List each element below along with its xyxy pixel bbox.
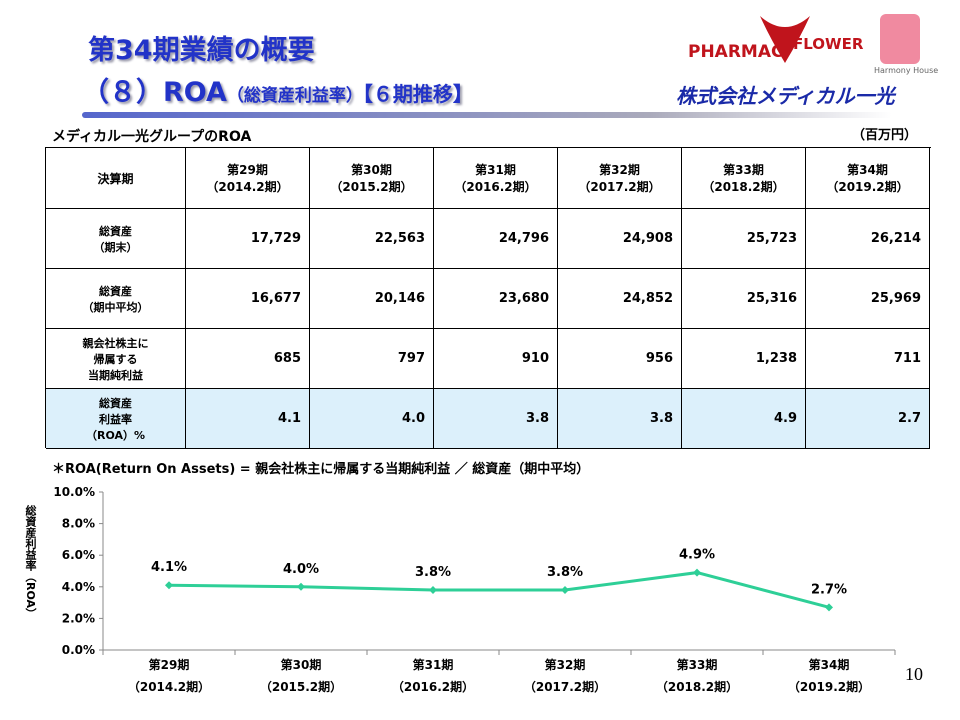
logo-hh: Harmony House bbox=[874, 66, 939, 75]
table-cell: 16,677 bbox=[186, 269, 310, 329]
point bbox=[165, 581, 173, 590]
table-unit: （百万円） bbox=[852, 128, 918, 143]
footnote: ＊ROA(Return On Assets) = 親会社株主に帰属する当期純利益… bbox=[52, 462, 590, 477]
table-cell: 23,680 bbox=[434, 269, 558, 329]
point bbox=[825, 603, 833, 612]
line bbox=[168, 571, 830, 609]
y-tick-label: 10.0% bbox=[53, 485, 95, 499]
table-cell: 17,729 bbox=[186, 209, 310, 269]
point bbox=[561, 585, 569, 594]
value-label: 4.9% bbox=[679, 548, 715, 563]
y-tick-label: 2.0% bbox=[62, 611, 95, 625]
row-label: 総資産 （期末） bbox=[46, 209, 186, 269]
x-tick-label: 第29期 （2014.2期） bbox=[127, 658, 211, 694]
logo-flower bbox=[760, 16, 810, 63]
table-cell: 2.7 bbox=[806, 389, 930, 449]
table-header-cell: 第31期 （2016.2期） bbox=[434, 148, 558, 209]
y-tick-label: 4.0% bbox=[62, 580, 95, 594]
table-cell: 20,146 bbox=[310, 269, 434, 329]
table-cell: 4.0 bbox=[310, 389, 434, 449]
point bbox=[297, 582, 305, 591]
logo-left: PHARMAC bbox=[688, 42, 784, 62]
y-tick-label: 8.0% bbox=[62, 517, 95, 531]
value-label: 3.8% bbox=[547, 565, 583, 580]
table-cell: 3.8 bbox=[434, 389, 558, 449]
table-header-cell: 第33期 （2018.2期） bbox=[682, 148, 806, 209]
row-label: 親会社株主に 帰属する 当期純利益 bbox=[46, 329, 186, 389]
y-tick-label: 0.0% bbox=[62, 643, 95, 657]
subtitle: （８）ROA（総資産利益率）【６期推移】 bbox=[82, 70, 473, 109]
table-cell: 956 bbox=[558, 329, 682, 389]
table-cell: 711 bbox=[806, 329, 930, 389]
table-cell: 25,969 bbox=[806, 269, 930, 329]
point bbox=[693, 568, 701, 577]
value-label: 2.7% bbox=[811, 582, 847, 597]
x-tick-label: 第34期 （2019.2期） bbox=[787, 658, 871, 694]
table-cell: 26,214 bbox=[806, 209, 930, 269]
logo-hh-icon bbox=[880, 14, 920, 64]
table-cell: 3.8 bbox=[558, 389, 682, 449]
value-label: 3.8% bbox=[415, 565, 451, 580]
table-cell: 910 bbox=[434, 329, 558, 389]
y-tick-label: 6.0% bbox=[62, 548, 95, 562]
page-number: 10 bbox=[905, 664, 923, 684]
x-tick-label: 第30期 （2015.2期） bbox=[259, 658, 343, 694]
x-tick-label: 第32期 （2017.2期） bbox=[523, 658, 607, 694]
point bbox=[429, 585, 437, 594]
table-cell: 24,796 bbox=[434, 209, 558, 269]
table: 決算期 第29期 （2014.2期） 第30期 （2015.2期） 第31期 （201… bbox=[45, 147, 931, 449]
x-tick-label: 第33期 （2018.2期） bbox=[655, 658, 739, 694]
table-cell: 24,908 bbox=[558, 209, 682, 269]
row-label: 総資産 利益率 （ROA）% bbox=[46, 389, 186, 449]
title-period: 【６期推移】 bbox=[362, 82, 473, 106]
table-header-cell: 第34期 （2019.2期） bbox=[806, 148, 930, 209]
value-label: 4.0% bbox=[283, 562, 319, 577]
table-cell: 24,852 bbox=[558, 269, 682, 329]
x-tick-label: 第31期 （2016.2期） bbox=[391, 658, 475, 694]
company: 株式会社メディカル一光 bbox=[676, 84, 895, 108]
table-header-cell: 第32期 （2017.2期） bbox=[558, 148, 682, 209]
table-cell: 797 bbox=[310, 329, 434, 389]
title: 第34期業績の概要 bbox=[88, 35, 315, 66]
table-cell: 25,316 bbox=[682, 269, 806, 329]
table-cell: 22,563 bbox=[310, 209, 434, 269]
title-sub: （総資産利益率） bbox=[226, 86, 363, 106]
y-axis-label: 総資産利益率（ROA） bbox=[24, 505, 37, 620]
title-main: （８）ROA bbox=[82, 77, 227, 108]
table-cell: 685 bbox=[186, 329, 310, 389]
table-header-cell: 決算期 bbox=[46, 148, 186, 209]
table-cell: 4.9 bbox=[682, 389, 806, 449]
separator bbox=[82, 112, 892, 118]
logo-right: FLOWER bbox=[793, 35, 864, 53]
row-label: 総資産 （期中平均） bbox=[46, 269, 186, 329]
table-header-cell: 第29期 （2014.2期） bbox=[186, 148, 310, 209]
value-label: 4.1% bbox=[151, 560, 187, 575]
table-cell: 4.1 bbox=[186, 389, 310, 449]
table-cell: 1,238 bbox=[682, 329, 806, 389]
table-header-cell: 第30期 （2015.2期） bbox=[310, 148, 434, 209]
table-caption: メディカル一光グループのROA bbox=[52, 129, 252, 145]
table-cell: 25,723 bbox=[682, 209, 806, 269]
